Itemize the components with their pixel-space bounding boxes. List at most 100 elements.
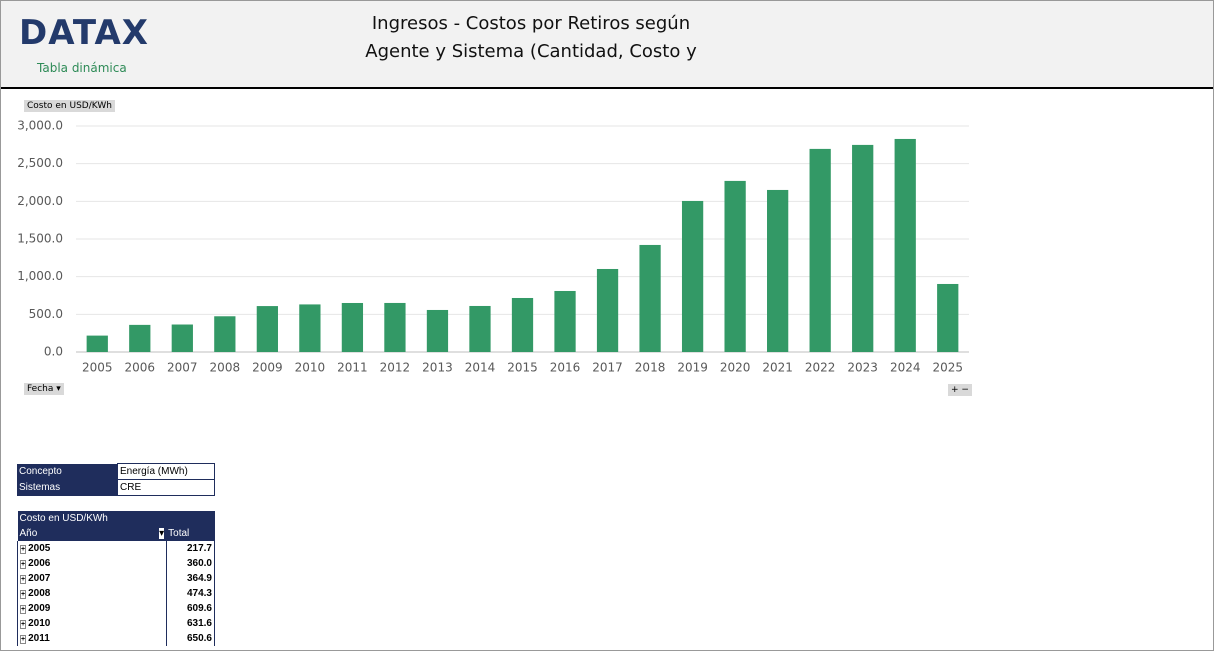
expand-icon[interactable]: + [20,545,27,554]
y-tick-label: 1,000.0 [17,269,63,283]
row-header-text: Año [19,528,38,539]
year: 2008 [28,588,51,599]
header: DATAX Tabla dinámica Ingresos - Costos p… [1,1,1213,89]
bar [852,144,874,352]
filter-row: Concepto Energía (MWh) [17,463,215,480]
bar [469,305,491,352]
year: 2010 [28,618,51,629]
table-row: +2006 360.0 [17,556,216,571]
total: 217.7 [166,541,216,556]
filter-field: Sistemas [17,479,118,496]
y-tick-label: 2,000.0 [17,194,63,208]
bar [384,302,406,352]
total: 360.0 [166,556,216,571]
x-tick-label: 2005 [82,361,113,375]
year: 2005 [28,543,51,554]
title: Agente y Sistema (Cantidad, Costo y [365,41,697,62]
table-row: +2009 609.6 [17,601,216,616]
row-label: +2009 [17,601,167,616]
value-header: Costo en USD/KWh [17,511,167,526]
year: 2006 [28,558,51,569]
x-tick-label: 2013 [422,361,453,375]
bar [724,180,746,352]
x-tick-label: 2020 [720,361,751,375]
expand-icon[interactable]: + [20,575,27,584]
x-tick-label: 2008 [210,361,241,375]
table-row: +2011 650.6 [17,631,216,646]
bar [937,283,959,352]
bar [256,306,278,352]
y-tick-label: 0.0 [44,345,63,359]
bar [639,244,661,352]
x-tick-label: 2007 [167,361,198,375]
y-tick-label: 3,000.0 [17,119,63,133]
col-header: Total [166,526,215,541]
x-tick-label: 2012 [380,361,411,375]
pivot-table: Costo en USD/KWh Año ▾ Total +2005 217.7 +20… [17,511,216,646]
subtitle: Tabla dinámica [37,61,127,75]
x-tick-label: 2016 [550,361,581,375]
filter-value: CRE [117,479,215,496]
row-label: +2005 [17,541,167,556]
total: 474.3 [166,586,216,601]
filter-field: Concepto [17,463,118,480]
row-label: +2006 [17,556,167,571]
bar [596,268,619,352]
y-tick-label: 500.0 [29,307,63,321]
x-tick-label: 2023 [847,361,878,375]
bar [681,200,704,352]
x-tick-label: 2011 [337,361,368,375]
expand-icon[interactable]: + [20,560,27,569]
row-label: +2010 [17,616,167,631]
expand-icon[interactable]: + [20,590,27,599]
bar [214,316,236,352]
y-tick-label: 1,500.0 [17,232,63,246]
bar [894,138,916,352]
bar [511,297,534,352]
logo: DATAX [19,13,149,53]
bar [129,324,151,352]
expand-icon[interactable]: + [20,635,27,644]
title: Ingresos - Costos por Retiros según [371,13,691,34]
bar [809,148,831,352]
chart: 0.0 500.0 1,000.0 1,500.0 2,000.0 2,500.0 3,00… [17,119,969,375]
row-label: +2007 [17,571,167,586]
row-label: +2008 [17,586,167,601]
x-tick-label: 2018 [635,361,666,375]
total: 609.6 [166,601,216,616]
field-label: Fecha [27,384,54,394]
total: 364.9 [166,571,216,586]
row-label: +2011 [17,631,167,646]
bar [341,302,364,352]
x-tick-label: 2014 [465,361,496,375]
x-tick-label: 2021 [762,361,793,375]
expand-icon[interactable]: + [20,620,27,629]
field-button[interactable]: Costo en USD/KWh [24,100,115,112]
x-tick-label: 2006 [125,361,156,375]
field-button[interactable]: Fecha ▾ [24,383,64,395]
table-row: +2005 217.7 [17,541,216,556]
filter-table: Concepto Energía (MWh) Sistemas CRE [17,463,215,496]
bar [299,304,321,352]
expand-icon[interactable]: + [20,605,27,614]
x-tick-label: 2015 [507,361,538,375]
bar [554,290,576,352]
expand-collapse[interactable]: + − [948,384,972,396]
x-tick-label: 2019 [677,361,708,375]
bar [426,309,449,352]
year: 2007 [28,573,51,584]
y-tick-label: 2,500.0 [17,156,63,170]
table-row: +2010 631.6 [17,616,216,631]
row-header: Año ▾ [17,526,167,541]
x-tick-label: 2009 [252,361,283,375]
table-row: +2007 364.9 [17,571,216,586]
x-tick-label: 2022 [805,361,836,375]
bar [171,324,193,352]
bar [86,335,108,352]
year: 2011 [28,633,50,644]
filter-row: Sistemas CRE [17,479,215,496]
total: 631.6 [166,616,216,631]
filter-value: Energía (MWh) [117,463,215,480]
x-tick-label: 2017 [592,361,623,375]
